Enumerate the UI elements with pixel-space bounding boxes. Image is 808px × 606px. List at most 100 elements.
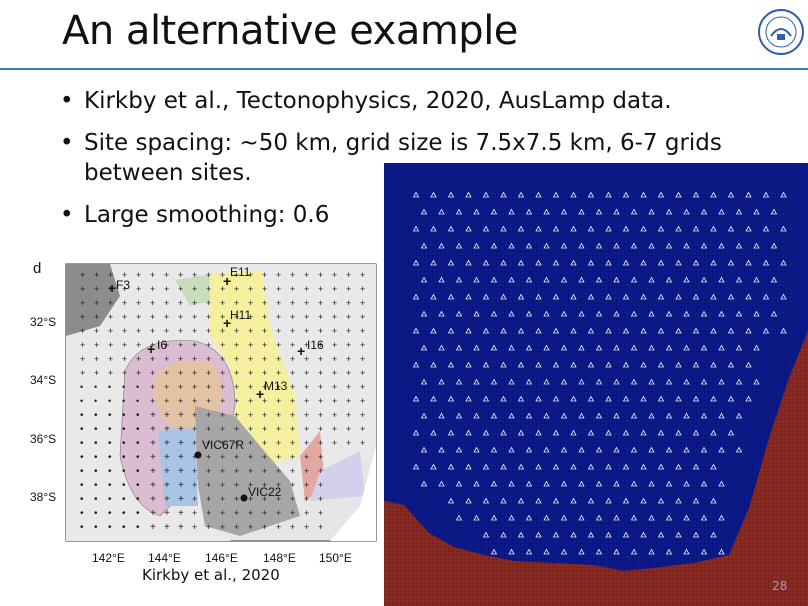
- station-marker: +: [248, 452, 253, 462]
- station-marker: +: [332, 270, 337, 280]
- station-triangle: [482, 191, 490, 198]
- station-triangle: [482, 361, 490, 368]
- station-marker: +: [164, 466, 170, 477]
- station-marker: +: [234, 340, 239, 350]
- station-triangle: [560, 480, 568, 487]
- station-marker: •: [108, 410, 112, 421]
- station-triangle: [718, 344, 725, 351]
- station-triangle: [587, 259, 595, 266]
- station-triangle: [630, 344, 638, 351]
- station-marker: +: [304, 466, 309, 476]
- station-marker: •: [80, 424, 84, 435]
- station-marker: +: [276, 480, 281, 490]
- station-triangle: [578, 514, 585, 521]
- site-marker: +: [256, 386, 264, 402]
- site-label: E11: [230, 265, 251, 279]
- station-triangle: [535, 531, 542, 538]
- station-marker: +: [346, 396, 351, 406]
- station-marker: +: [206, 382, 211, 392]
- station-marker: +: [192, 438, 197, 448]
- station-triangle: [727, 395, 735, 402]
- station-marker: +: [318, 298, 323, 308]
- station-triangle: [455, 446, 463, 453]
- station-triangle: [508, 480, 515, 487]
- station-triangle: [543, 378, 550, 385]
- station-triangle: [640, 293, 647, 300]
- station-marker: +: [248, 424, 253, 434]
- station-triangle: [622, 327, 630, 334]
- station-marker: +: [108, 284, 113, 294]
- station-marker: +: [276, 438, 281, 448]
- station-triangle: [622, 293, 630, 300]
- lat-label: 38°S: [30, 490, 56, 504]
- station-triangle: [640, 327, 647, 334]
- station-triangle: [560, 514, 568, 521]
- station-marker: +: [234, 410, 239, 420]
- station-marker: +: [248, 396, 253, 406]
- station-marker: +: [150, 298, 155, 308]
- station-marker: +: [136, 354, 141, 364]
- station-triangle: [692, 531, 700, 538]
- station-marker: •: [94, 410, 98, 421]
- station-triangle: [665, 344, 673, 351]
- station-triangle: [490, 344, 498, 351]
- station-triangle: [525, 310, 533, 317]
- station-marker: +: [150, 326, 155, 336]
- station-triangle: [420, 378, 428, 385]
- station-triangle: [560, 242, 568, 249]
- station-marker: +: [150, 522, 156, 533]
- site-marker: +: [108, 280, 116, 296]
- station-triangle: [587, 293, 595, 300]
- station-marker: •: [108, 522, 112, 533]
- site-label: I16: [307, 338, 324, 352]
- station-marker: +: [290, 466, 295, 476]
- station-triangle: [473, 310, 480, 317]
- station-marker: •: [136, 410, 140, 421]
- station-triangle: [595, 208, 603, 215]
- station-triangle: [657, 361, 665, 368]
- station-marker: +: [290, 522, 295, 532]
- station-marker: +: [206, 522, 211, 532]
- station-triangle: [665, 514, 673, 521]
- station-triangle: [438, 378, 445, 385]
- station-marker: +: [136, 312, 141, 322]
- station-marker: •: [108, 438, 112, 449]
- station-marker: +: [80, 298, 85, 308]
- station-triangle: [438, 480, 445, 487]
- station-marker: •: [108, 396, 111, 406]
- station-triangle: [753, 242, 760, 249]
- station-triangle: [525, 514, 533, 521]
- station-triangle: [648, 344, 655, 351]
- station-triangle: [447, 429, 455, 436]
- station-triangle: [710, 429, 717, 436]
- station-triangle: [665, 548, 673, 555]
- station-triangle: [430, 225, 437, 232]
- station-triangle: [412, 429, 420, 436]
- station-triangle: [745, 191, 752, 198]
- station-marker: +: [178, 522, 184, 533]
- station-marker: +: [360, 284, 365, 294]
- station-triangle: [630, 276, 638, 283]
- station-triangle: [630, 480, 638, 487]
- lavender-terrane: [310, 451, 365, 501]
- station-triangle: [570, 497, 577, 504]
- station-marker: +: [192, 522, 197, 532]
- station-triangle: [447, 395, 455, 402]
- station-triangle: [683, 548, 690, 555]
- station-triangle: [692, 361, 700, 368]
- station-triangle: [735, 378, 743, 385]
- station-marker: +: [332, 340, 337, 350]
- ocean-patch: [330, 446, 376, 541]
- station-triangle: [420, 276, 428, 283]
- station-triangle: [552, 293, 560, 300]
- station-marker: +: [290, 326, 295, 336]
- station-triangle: [570, 293, 577, 300]
- station-triangle: [508, 344, 515, 351]
- station-triangle: [700, 378, 708, 385]
- station-marker: +: [332, 424, 337, 434]
- station-marker: +: [178, 466, 184, 477]
- station-marker: +: [290, 298, 295, 308]
- station-triangle: [508, 446, 515, 453]
- station-marker: +: [220, 396, 225, 406]
- station-marker: +: [164, 480, 170, 491]
